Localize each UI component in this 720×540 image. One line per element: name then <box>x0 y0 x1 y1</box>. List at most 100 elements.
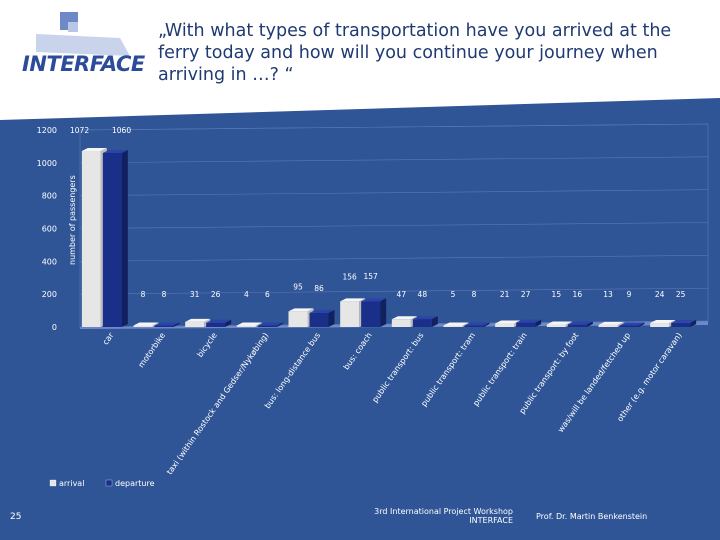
bar-top-departure <box>154 322 180 326</box>
bar-side-departure <box>586 321 593 327</box>
bar-departure <box>102 152 122 327</box>
y-tick-label: 800 <box>42 192 57 201</box>
bar-top-departure <box>361 298 387 302</box>
bar-arrival <box>650 323 670 327</box>
category-label: motorbike <box>136 331 167 369</box>
logo: INTERFACE <box>22 52 145 76</box>
bar-departure <box>361 301 381 327</box>
bar-top-departure <box>102 149 128 153</box>
bars <box>81 148 697 327</box>
legend: arrival departure <box>49 479 155 488</box>
value-label-arrival: 47 <box>397 290 407 299</box>
bar-top-arrival <box>133 322 159 326</box>
bar-side-departure <box>690 319 697 327</box>
bar-arrival <box>340 301 360 327</box>
footer-workshop-line1: 3rd International Project Workshop <box>374 507 513 516</box>
category-label: bus: coach <box>342 331 374 372</box>
bar-side-departure <box>431 316 438 327</box>
value-label-arrival: 24 <box>655 290 665 299</box>
bar-side-departure <box>483 322 490 327</box>
bar-top-arrival <box>443 322 469 326</box>
bar-top-arrival <box>391 316 417 320</box>
bar-top-departure <box>619 322 645 326</box>
y-axis-label: number of passengers <box>68 175 77 265</box>
legend-label-departure: departure <box>115 479 155 488</box>
value-label-departure: 27 <box>521 290 531 299</box>
gridline <box>79 123 709 131</box>
value-label-departure: 9 <box>627 290 632 299</box>
value-label-departure: 16 <box>573 290 583 299</box>
bar-top-departure <box>309 309 335 313</box>
bar-departure <box>671 322 691 327</box>
category-label: bus: long-distance bus <box>263 331 322 410</box>
y-tick-label: 600 <box>42 225 57 234</box>
value-label-departure: 26 <box>211 290 221 299</box>
gridlines <box>79 123 709 329</box>
value-label-departure: 8 <box>162 290 167 299</box>
bar-arrival <box>391 319 411 327</box>
category-label: public transport: train <box>471 331 529 408</box>
bar-top-departure <box>567 321 593 325</box>
category-label: public transport: bus <box>370 331 425 404</box>
bar-arrival <box>546 324 566 327</box>
logo-square-small <box>68 22 78 32</box>
bar-arrival <box>288 311 308 327</box>
legend-label-arrival: arrival <box>59 479 84 488</box>
bar-arrival <box>185 321 205 327</box>
y-tick-label: 0 <box>52 323 57 332</box>
bar-top-arrival <box>495 320 521 324</box>
bar-departure <box>257 325 277 327</box>
bar-departure <box>309 312 329 327</box>
bar-top-arrival <box>81 148 107 152</box>
bar-arrival <box>133 325 153 327</box>
bar-departure <box>206 322 226 327</box>
page-number: 25 <box>10 512 22 522</box>
bar-top-arrival <box>546 321 572 325</box>
bar-arrival <box>495 323 515 327</box>
value-label-arrival: 13 <box>603 290 613 299</box>
value-label-arrival: 8 <box>141 290 146 299</box>
footer-workshop-line2: INTERFACE <box>469 516 513 525</box>
footer-workshop: 3rd International Project Workshop INTER… <box>338 507 513 525</box>
bar-side-departure <box>535 319 542 327</box>
category-label: public transport: tram <box>419 331 477 408</box>
bar-top-arrival <box>288 308 314 312</box>
logo-banner-shape <box>36 34 130 56</box>
bar-top-departure <box>412 316 438 320</box>
bar-top-departure <box>206 319 232 323</box>
y-tick-label: 1000 <box>37 159 57 168</box>
bar-side-departure <box>121 149 128 327</box>
bar-side-departure <box>638 322 645 327</box>
value-label-departure: 1060 <box>112 126 131 135</box>
legend-swatch-departure <box>105 479 113 487</box>
y-tick-label: 400 <box>42 257 57 266</box>
gridline <box>79 189 709 196</box>
bar-side-arrival <box>617 321 624 327</box>
value-label-departure: 8 <box>472 290 477 299</box>
value-labels: 1072 1060 8 8 31 26 4 6 95 86 156 157 47 48 5 8 21 27 15 16… <box>70 126 686 299</box>
bar-arrival <box>443 325 463 327</box>
value-label-departure: 6 <box>265 290 270 299</box>
bar-arrival <box>81 151 101 327</box>
bar-departure <box>464 325 484 327</box>
bar-side-departure <box>173 322 180 327</box>
value-label-arrival: 15 <box>552 290 562 299</box>
bar-side-departure <box>328 309 335 327</box>
slide-title: „With what types of transportation have … <box>158 21 672 85</box>
legend-swatch-arrival <box>49 479 57 487</box>
bar-top-departure <box>257 322 283 326</box>
bar-side-arrival <box>462 322 469 327</box>
value-label-arrival: 1072 <box>70 126 89 135</box>
bar-top-arrival <box>340 298 366 302</box>
bar-departure <box>516 322 536 327</box>
bar-side-arrival <box>152 322 159 327</box>
footer-author: Prof. Dr. Martin Benkenstein <box>536 512 648 521</box>
bar-side-departure <box>225 319 232 327</box>
bar-arrival <box>236 325 256 327</box>
bar-top-departure <box>464 322 490 326</box>
gridline <box>79 287 709 295</box>
category-label: public transport: by foot <box>518 331 581 416</box>
y-tick-label: 200 <box>42 290 57 299</box>
